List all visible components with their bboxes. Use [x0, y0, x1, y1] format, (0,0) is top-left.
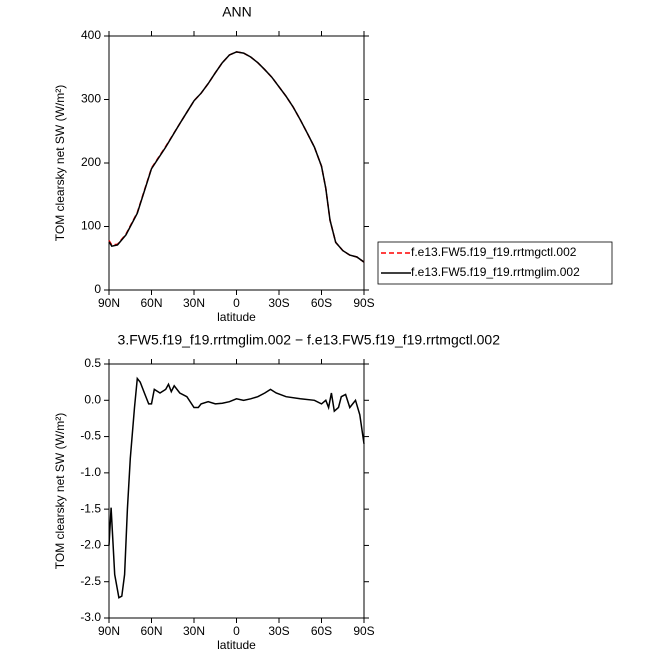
series-line: [108, 51, 365, 263]
y-tick-label: 300: [81, 92, 101, 106]
x-tick-label: 90S: [353, 624, 374, 638]
y-tick-label: -3.0: [80, 610, 101, 624]
y-tick-label: 400: [81, 28, 101, 42]
x-tick-label: 30N: [183, 296, 205, 310]
x-tick-label: 90S: [353, 296, 374, 310]
x-tick-label: 30S: [268, 624, 289, 638]
x-tick-label: 30S: [268, 296, 289, 310]
x-tick-label: 60S: [311, 624, 332, 638]
x-tick-label: 60N: [140, 624, 162, 638]
y-tick-label: 0.5: [84, 356, 101, 370]
legend-label: f.e13.FW5.f19_f19.rrtmgctl.002: [411, 245, 577, 259]
chart-title: 3.FW5.f19_f19.rrtmglim.002 − f.e13.FW5.f…: [118, 332, 501, 348]
x-tick-label: 60S: [311, 296, 332, 310]
legend-label: f.e13.FW5.f19_f19.rrtmglim.002: [411, 265, 580, 279]
y-tick-label: -1.5: [80, 501, 101, 515]
y-tick-label: 0.0: [84, 392, 101, 406]
x-tick-label: 0: [233, 624, 240, 638]
x-axis-label: latitude: [217, 638, 256, 652]
series-line: [108, 51, 365, 263]
x-tick-label: 90N: [98, 296, 120, 310]
x-tick-label: 90N: [98, 624, 120, 638]
series-line: [108, 376, 365, 599]
legend-box: [377, 241, 613, 285]
x-tick-label: 60N: [140, 296, 162, 310]
y-tick-label: -2.0: [80, 538, 101, 552]
y-axis-label: TOM clearsky net SW (W/m²): [53, 85, 67, 241]
x-tick-label: 0: [233, 296, 240, 310]
y-tick-label: 100: [81, 219, 101, 233]
chart-title: ANN: [222, 4, 252, 20]
y-tick-label: -0.5: [80, 429, 101, 443]
x-tick-label: 30N: [183, 624, 205, 638]
y-tick-label: 0: [94, 282, 101, 296]
y-tick-label: -2.5: [80, 574, 101, 588]
y-axis-label: TOM clearsky net SW (W/m²): [53, 413, 67, 569]
y-tick-label: 200: [81, 155, 101, 169]
x-axis-label: latitude: [217, 310, 256, 324]
y-tick-label: -1.0: [80, 465, 101, 479]
plot-frame: [108, 35, 365, 291]
